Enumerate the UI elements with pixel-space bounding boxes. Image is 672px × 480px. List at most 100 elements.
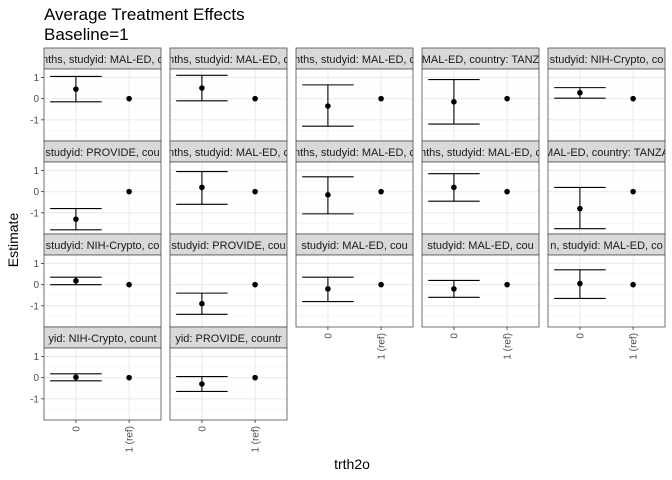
panel-border	[295, 254, 414, 328]
facet-panel: studyid: NIH-Crypto, co	[547, 47, 666, 142]
x-axis-title: trth2o	[334, 456, 370, 472]
facet-strip-label: MAL-ED, country: TANZA	[544, 147, 670, 159]
estimate-point	[577, 89, 583, 96]
facet-panel: studyid: PROVIDE, cou	[169, 233, 288, 328]
facet-strip-label: nths, studyid: MAL-ED, c	[294, 54, 416, 66]
facet-panel: nths, studyid: MAL-ED, c	[168, 47, 290, 142]
y-axis-title: Estimate	[5, 213, 21, 268]
panel-border	[547, 254, 666, 328]
facet-panel: nths, studyid: MAL-ED, c	[294, 47, 416, 142]
estimate-point	[451, 99, 457, 105]
x-tick-label: 0	[575, 333, 586, 339]
reference-point	[126, 95, 132, 102]
reference-point	[378, 95, 384, 102]
panel-background	[548, 255, 665, 327]
reference-point	[126, 374, 132, 381]
x-tick-label: 0	[71, 426, 82, 432]
x-tick-label: 0	[197, 426, 208, 432]
facet-strip-label: studyid: MAL-ED, cou	[301, 240, 407, 252]
facet-strip-label: MAL-ED, country: TANZ	[422, 54, 540, 66]
estimate-point	[199, 381, 205, 387]
facet-strip-label: studyid: PROVIDE, cou	[45, 147, 159, 159]
panel-background	[170, 162, 287, 234]
facet-panel: nths, studyid: MAL-ED, c	[168, 140, 290, 235]
estimate-point	[451, 184, 457, 191]
y-tick-label: -1	[30, 301, 39, 312]
reference-point	[504, 281, 510, 288]
panel-background	[170, 348, 287, 420]
panel-background	[44, 348, 161, 420]
x-tick-label: 1 (ref)	[503, 333, 514, 360]
panel-border	[421, 254, 540, 328]
y-tick-label: -1	[30, 394, 39, 405]
facet-strip-label: yid: PROVIDE, countr	[175, 333, 282, 345]
facet-panel: nths, studyid: MAL-ED, c -1 0 1	[30, 47, 164, 142]
estimate-point	[199, 184, 205, 191]
estimate-point	[199, 85, 205, 91]
facet-strip-label: nths, studyid: MAL-ED, c	[168, 147, 290, 159]
facet-panel: nths, studyid: MAL-ED, c	[421, 140, 540, 235]
reference-point	[252, 188, 258, 195]
estimate-point	[73, 216, 79, 222]
y-tick-label: 1	[33, 73, 39, 84]
panel-border	[169, 347, 288, 421]
panel-background	[170, 255, 287, 327]
panel-background	[296, 162, 413, 234]
x-tick-label: 1 (ref)	[377, 333, 388, 360]
reference-point	[504, 188, 510, 195]
reference-point	[252, 374, 258, 381]
facet-panel: n, studyid: MAL-ED, co 0 1 (ref)	[547, 233, 666, 360]
estimate-point	[325, 192, 331, 198]
x-tick-label: 1 (ref)	[629, 333, 640, 360]
facet-panel: studyid: NIH-Crypto, co -1 0 1	[30, 233, 162, 328]
facet-panel: yid: NIH-Crypto, count -1 0 1 0 1 (ref)	[30, 326, 162, 453]
facet-panel: nths, studyid: MAL-ED, c	[294, 140, 416, 235]
facet-strip-label: yid: NIH-Crypto, count	[48, 333, 156, 345]
panel-background	[296, 255, 413, 327]
facet-panel: yid: PROVIDE, countr 0 1 (ref)	[169, 326, 288, 453]
y-tick-label: -1	[30, 115, 39, 126]
estimate-point	[199, 300, 205, 307]
facet-strip-label: n, studyid: MAL-ED, co	[550, 240, 663, 252]
facet-strip-label: nths, studyid: MAL-ED, c	[42, 54, 164, 66]
reference-point	[504, 95, 510, 102]
y-tick-label: 0	[33, 280, 39, 291]
reference-point	[630, 281, 636, 288]
panel-background	[422, 255, 539, 327]
x-tick-label: 1 (ref)	[125, 426, 136, 453]
estimate-point	[325, 286, 331, 292]
reference-point	[252, 95, 258, 102]
chart-title: Average Treatment Effects	[44, 5, 245, 24]
facet-panel: studyid: PROVIDE, cou -1 0 1	[30, 140, 162, 235]
estimate-point	[73, 374, 79, 381]
reference-point	[252, 281, 258, 288]
y-tick-label: 1	[33, 259, 39, 270]
estimate-point	[577, 280, 583, 287]
facet-panel: MAL-ED, country: TANZA	[544, 140, 670, 235]
estimate-point	[577, 205, 583, 212]
estimate-point	[451, 286, 457, 292]
panel-background	[44, 255, 161, 327]
facet-strip-label: nths, studyid: MAL-ED, c	[294, 147, 416, 159]
x-tick-label: 0	[323, 333, 334, 339]
y-tick-label: 0	[33, 187, 39, 198]
x-tick-label: 0	[449, 333, 460, 339]
y-tick-label: 0	[33, 94, 39, 105]
facet-strip-label: studyid: PROVIDE, cou	[171, 240, 285, 252]
panel-background	[548, 69, 665, 141]
panel-background	[296, 69, 413, 141]
chart-subtitle: Baseline=1	[44, 25, 129, 44]
estimate-point	[73, 86, 79, 92]
panel-background	[548, 162, 665, 234]
reference-point	[630, 95, 636, 102]
y-tick-label: 0	[33, 373, 39, 384]
panel-background	[422, 69, 539, 141]
panel-background	[44, 69, 161, 141]
facet-strip-label: nths, studyid: MAL-ED, c	[168, 54, 290, 66]
reference-point	[126, 281, 132, 288]
y-tick-label: 1	[33, 166, 39, 177]
facet-strip-label: studyid: NIH-Crypto, co	[46, 240, 160, 252]
reference-point	[630, 188, 636, 195]
